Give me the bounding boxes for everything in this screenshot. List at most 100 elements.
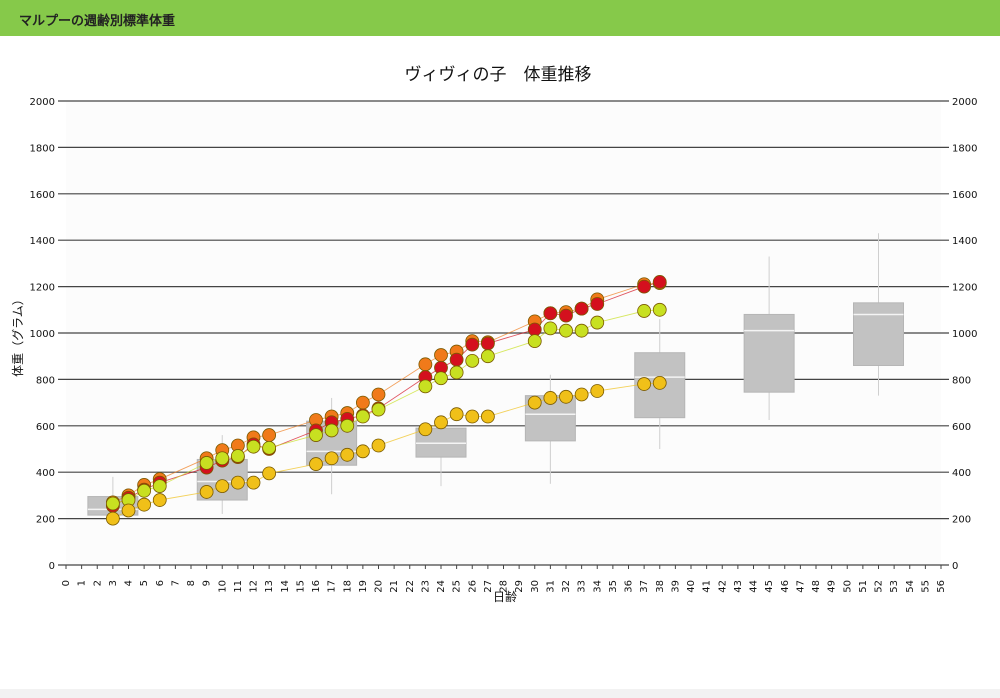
- y-tick-label-left: 0: [49, 561, 55, 572]
- y-tick-label-left: 400: [36, 468, 55, 479]
- x-tick-label: 31: [545, 580, 556, 593]
- x-tick-label: 19: [358, 580, 369, 593]
- y-tick-label-right: 1600: [952, 190, 977, 201]
- x-tick-label: 28: [499, 580, 510, 593]
- x-tick-label: 1: [77, 580, 88, 586]
- x-tick-label: 44: [749, 580, 760, 593]
- data-point: [574, 387, 589, 402]
- x-tick-label: 27: [483, 580, 494, 593]
- data-point: [355, 444, 370, 459]
- x-tick-label: 29: [514, 580, 525, 593]
- y-tick-label-left: 1200: [30, 283, 55, 294]
- y-tick-label-left: 200: [36, 515, 55, 526]
- x-tick-label: 53: [889, 580, 900, 593]
- data-point: [262, 428, 277, 442]
- x-tick-label: 39: [670, 580, 681, 593]
- x-tick-label: 47: [795, 580, 806, 593]
- data-point: [480, 349, 495, 364]
- x-tick-label: 50: [842, 580, 853, 593]
- y-tick-label-right: 1000: [952, 329, 977, 340]
- data-point: [527, 334, 542, 349]
- x-tick-label: 20: [374, 580, 385, 593]
- x-tick-label: 46: [780, 580, 791, 593]
- x-tick-label: 41: [702, 580, 713, 593]
- data-point: [590, 315, 605, 330]
- y-tick-label-right: 1800: [952, 143, 977, 154]
- x-tick-label: 37: [639, 580, 650, 593]
- y-axis-label: 体重（グラム）: [11, 293, 25, 377]
- x-tick-label: 43: [733, 580, 744, 593]
- data-point: [434, 415, 448, 430]
- data-point: [434, 371, 448, 386]
- data-point: [590, 384, 605, 398]
- x-tick-label: 42: [717, 580, 728, 593]
- data-point: [355, 409, 370, 424]
- data-point: [418, 357, 433, 372]
- y-tick-label-right: 1200: [952, 283, 977, 294]
- data-point: [324, 423, 339, 438]
- footer-strip: [0, 689, 1000, 698]
- x-tick-label: 30: [530, 580, 541, 593]
- data-point: [137, 483, 152, 498]
- data-point: [105, 511, 120, 526]
- y-tick-label-left: 1800: [30, 143, 55, 154]
- data-point: [199, 485, 214, 499]
- x-tick-label: 17: [327, 580, 338, 593]
- y-tick-label-right: 2000: [952, 97, 977, 108]
- x-tick-label: 12: [249, 580, 260, 593]
- x-tick-label: 3: [108, 580, 119, 586]
- x-tick-label: 2: [92, 580, 103, 586]
- chart-title: ヴィヴィの子 体重推移: [405, 65, 592, 85]
- data-point: [480, 409, 495, 424]
- data-point: [543, 391, 558, 405]
- data-point: [152, 479, 167, 494]
- page-header: マルプーの週齢別標準体重: [0, 0, 1000, 36]
- x-tick-label: 25: [452, 580, 463, 593]
- y-tick-label-left: 2000: [30, 97, 55, 108]
- y-tick-label-right: 200: [952, 515, 971, 526]
- x-tick-label: 10: [217, 580, 228, 593]
- data-point: [465, 353, 480, 368]
- data-point: [543, 321, 558, 336]
- x-tick-label: 14: [280, 580, 291, 593]
- data-point: [246, 439, 261, 454]
- data-point: [355, 395, 370, 410]
- x-tick-label: 48: [811, 580, 822, 593]
- data-point: [434, 348, 448, 362]
- data-point: [559, 323, 573, 338]
- y-tick-label-left: 600: [36, 422, 55, 433]
- box-body: [743, 313, 795, 393]
- data-point: [543, 306, 558, 321]
- x-tick-label: 8: [186, 580, 197, 586]
- y-tick-label-right: 600: [952, 422, 971, 433]
- data-point: [215, 451, 230, 466]
- data-point: [309, 457, 323, 471]
- x-tick-label: 9: [202, 580, 213, 586]
- data-point: [574, 323, 589, 338]
- x-tick-label: 33: [577, 580, 588, 593]
- box-body: [853, 302, 904, 366]
- x-tick-label: 34: [592, 580, 603, 593]
- data-point: [465, 409, 480, 424]
- x-tick-label: 7: [170, 580, 181, 586]
- data-point: [527, 322, 542, 337]
- data-point: [637, 304, 652, 318]
- x-tick-label: 5: [139, 580, 150, 586]
- y-tick-label-left: 800: [36, 375, 55, 386]
- data-point: [652, 275, 667, 289]
- data-point: [637, 279, 652, 294]
- data-point: [652, 375, 667, 390]
- y-tick-label-right: 800: [952, 375, 971, 386]
- data-point: [527, 395, 542, 410]
- data-point: [574, 301, 589, 316]
- data-point: [449, 365, 464, 380]
- data-point: [480, 336, 495, 351]
- x-tick-label: 16: [311, 580, 322, 593]
- data-point: [559, 308, 573, 323]
- x-tick-label: 35: [608, 580, 619, 593]
- x-tick-label: 32: [561, 580, 572, 593]
- x-axis-label: 日齢: [493, 589, 517, 604]
- x-tick-label: 45: [764, 580, 775, 593]
- data-point: [262, 466, 277, 481]
- data-point: [199, 456, 214, 470]
